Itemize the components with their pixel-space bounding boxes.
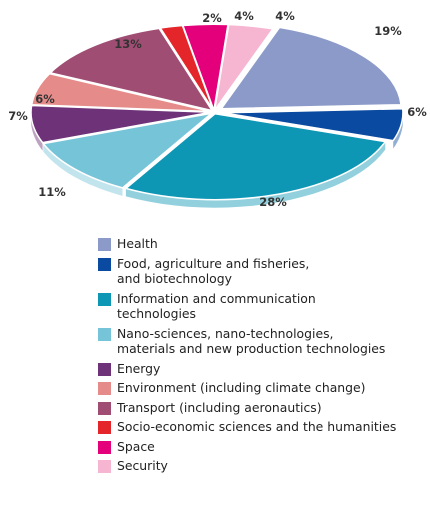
pie-slice-8 bbox=[181, 23, 229, 114]
legend-item: Information and communication technologi… bbox=[98, 291, 428, 322]
legend-item: Health bbox=[98, 236, 428, 252]
legend-swatch bbox=[98, 421, 111, 434]
legend-item: Energy bbox=[98, 361, 428, 377]
legend-label: Energy bbox=[117, 360, 161, 376]
pie-slice-6 bbox=[48, 27, 214, 112]
legend-label: Health bbox=[117, 236, 158, 251]
legend-label: Information and communication technologi… bbox=[117, 290, 316, 322]
pie-slice-2 bbox=[124, 112, 387, 201]
legend-label: Socio-economic sciences and the humaniti… bbox=[117, 419, 397, 434]
legend-swatch bbox=[98, 440, 111, 454]
legend-swatch bbox=[98, 382, 111, 395]
legend-item: Security bbox=[98, 458, 428, 474]
legend: Health Food, agriculture and fisheries, a… bbox=[98, 236, 428, 478]
pie-slice-1 bbox=[222, 107, 404, 142]
legend-label: Transport (including aeronautics) bbox=[117, 399, 322, 415]
pie-slice-side-1 bbox=[393, 108, 403, 149]
pie-label-2: 28% bbox=[259, 195, 287, 209]
legend-label: Food, agriculture and fisheries, and bio… bbox=[117, 255, 310, 287]
pie-chart: 19% 6% 28% 11% 7% 6% 13% 2% 4% 4% bbox=[8, 9, 427, 209]
legend-item: Space bbox=[98, 439, 428, 455]
legend-item: Food, agriculture and fisheries, and bio… bbox=[98, 256, 428, 287]
pie-slice-5 bbox=[30, 72, 212, 113]
legend-swatch bbox=[98, 238, 111, 251]
legend-swatch bbox=[98, 292, 111, 306]
pie-slice-9 bbox=[213, 23, 275, 111]
pie-label-7: 2% bbox=[202, 11, 222, 25]
pie-slice-side-4 bbox=[31, 108, 43, 151]
legend-label: Space bbox=[117, 438, 155, 454]
legend-swatch bbox=[98, 460, 111, 473]
pie-slice-side-3 bbox=[43, 143, 123, 196]
legend-swatch bbox=[98, 401, 111, 415]
pie-slice-side-2 bbox=[125, 141, 386, 208]
pie-slice-3 bbox=[41, 111, 215, 189]
legend-item: Socio-economic sciences and the humaniti… bbox=[98, 419, 428, 435]
legend-item: Transport (including aeronautics) bbox=[98, 400, 428, 416]
pie-label-1: 6% bbox=[407, 105, 427, 119]
legend-swatch bbox=[98, 257, 111, 271]
legend-swatch bbox=[98, 362, 111, 376]
legend-item: Nano-sciences, nano-technologies, materi… bbox=[98, 326, 428, 357]
legend-swatch bbox=[98, 327, 111, 341]
pie-label-8: 4% bbox=[234, 9, 254, 23]
pie-label-6: 13% bbox=[114, 37, 142, 51]
legend-label: Nano-sciences, nano-technologies, materi… bbox=[117, 325, 386, 357]
legend-label: Environment (including climate change) bbox=[117, 380, 366, 395]
pie-label-5: 6% bbox=[35, 92, 55, 106]
pie-label-9: 4% bbox=[275, 9, 295, 23]
pie-slice-0 bbox=[219, 26, 402, 110]
legend-label: Security bbox=[117, 458, 168, 473]
pie-label-0: 19% bbox=[374, 24, 402, 38]
pie-slices bbox=[30, 23, 404, 208]
pie-labels: 19% 6% 28% 11% 7% 6% 13% 2% 4% 4% bbox=[8, 9, 427, 209]
legend-item: Environment (including climate change) bbox=[98, 380, 428, 396]
pie-label-4: 7% bbox=[8, 109, 28, 123]
pie-label-3: 11% bbox=[38, 185, 66, 199]
